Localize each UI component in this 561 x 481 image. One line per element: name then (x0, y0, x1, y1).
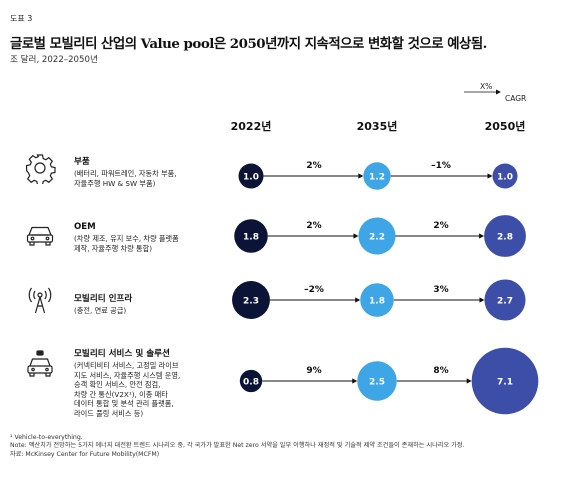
cagr-label-oem-2022: 2% (306, 221, 321, 231)
cagr-arrowhead-oem-2035 (479, 233, 485, 239)
category-desc-oem: (차량 제조, 유지 보수, 차량 플랫폼 제작, 자율주행 차량 통합) (74, 234, 179, 253)
bubble-value-services-2022: 0.8 (243, 377, 259, 387)
category-desc-line: 차량 간 통신(V2X¹), 이종 매타 (74, 389, 168, 399)
category-desc-parts: (배터리, 파워트레인, 자동차 부품, 자율주행 HW & SW 부품) (74, 169, 176, 188)
cagr-label-services-2035: 8% (433, 366, 448, 376)
category-label-infra: 모빌리티 인프라 (충전, 연료 공급) (74, 292, 132, 316)
cagr-label-infra-2035: 3% (433, 285, 448, 295)
footnote-note: Note: 액산치가 전망하는 5가지 에너지 대전환 트렌드 시나리오 중, … (10, 442, 465, 450)
bubble-oem-2022 (234, 219, 268, 253)
cagr-label-services-2022: 9% (306, 366, 321, 376)
category-row-oem (24, 218, 56, 254)
legend-x-percent: X% (480, 82, 492, 91)
chart-subtitle: 조 달러, 2022–2050년 (10, 55, 98, 65)
bubble-oem-2050 (484, 215, 526, 257)
year-header-2050: 2050년 (484, 120, 526, 133)
bubble-value-infra-2022: 2.3 (243, 296, 259, 306)
category-label-parts: 부품 (배터리, 파워트레인, 자동차 부품, 자율주행 HW & SW 부품) (74, 155, 176, 188)
category-desc-line: 승객 확인 서비스, 안전 점검, (74, 380, 161, 390)
vehicle-service-icon (27, 350, 53, 377)
bubble-value-parts-2050: 1.0 (497, 172, 513, 182)
category-desc-line: (차량 제조, 유지 보수, 차량 플랫폼 (74, 234, 179, 243)
antenna-icon (28, 287, 52, 314)
cagr-arrowhead-services-2035 (466, 378, 472, 384)
cagr-arrowhead-parts-2035 (487, 173, 493, 179)
cagr-arrowhead-parts-2022 (358, 173, 364, 179)
bubble-oem-2035 (358, 217, 396, 255)
footnote-source: 자료: McKinsey Center for Future Mobility(… (10, 450, 160, 458)
footnote-v2x: ¹ Vehicle-to-everything. (10, 434, 83, 441)
cagr-arrowhead-services-2022 (352, 378, 358, 384)
bubble-value-oem-2050: 2.8 (497, 232, 513, 242)
category-title-oem: OEM (74, 222, 96, 232)
cagr-arrowhead-infra-2035 (479, 297, 485, 303)
exhibit-label: 도표 3 (10, 14, 33, 23)
cagr-arrowhead-infra-2022 (355, 297, 361, 303)
category-title-services: 모빌리티 서비스 및 솔루션 (74, 349, 170, 359)
bubble-value-parts-2035: 1.2 (369, 172, 385, 182)
bubble-infra-2035 (360, 283, 394, 317)
category-row-parts (24, 152, 56, 188)
bubble-services-2022 (239, 369, 263, 393)
bubble-infra-2050 (484, 279, 526, 321)
legend-arrow-head (496, 89, 501, 95)
category-desc-line: (커넥티비티 서비스, 고정밀 라이브 (74, 361, 179, 370)
category-desc-line: 제작, 자율주행 차량 통합) (74, 243, 153, 253)
category-row-services (24, 348, 56, 384)
category-title-infra: 모빌리티 인프라 (74, 294, 133, 304)
cagr-label-parts-2035: –1% (431, 161, 451, 171)
cagr-legend: X% CAGR (464, 82, 526, 103)
bubble-parts-2035 (363, 162, 391, 190)
year-header-2035: 2035년 (356, 120, 398, 133)
category-desc-line: 라이드 풀링 서비스 등) (74, 408, 144, 418)
bubble-services-2050 (471, 347, 539, 415)
category-desc-line: 데이터 통합 및 분석 관리 플랫폼, (74, 399, 174, 409)
category-label-services: 모빌리티 서비스 및 솔루션 (커넥티비티 서비스, 고정밀 라이브 지도 서비… (74, 347, 180, 419)
bubble-value-infra-2035: 1.8 (369, 296, 385, 306)
year-header-2022: 2022년 (230, 120, 272, 133)
bubble-parts-2050 (492, 163, 518, 189)
footnotes: ¹ Vehicle-to-everything. Note: 액산치가 전망하는… (10, 434, 465, 459)
bubble-value-oem-2035: 2.2 (369, 232, 385, 242)
cagr-label-oem-2035: 2% (433, 221, 448, 231)
cagr-arrowhead-oem-2022 (353, 233, 359, 239)
car-icon (26, 226, 54, 246)
bubble-value-parts-2022: 1.0 (243, 172, 259, 182)
category-label-oem: OEM (차량 제조, 유지 보수, 차량 플랫폼 제작, 자율주행 차량 통합… (74, 222, 179, 253)
category-row-infra (24, 284, 56, 320)
legend-cagr: CAGR (505, 94, 526, 103)
category-desc-line: 지도 서비스, 자율주행 시스템 운영, (74, 370, 181, 380)
category-desc-line: (배터리, 파워트레인, 자동차 부품, (74, 169, 177, 178)
category-desc-infra: (충전, 연료 공급) (74, 306, 132, 316)
category-desc-line: (충전, 연료 공급) (74, 306, 127, 315)
bubble-parts-2022 (238, 163, 264, 189)
bubble-infra-2022 (232, 281, 270, 319)
bubble-services-2035 (357, 361, 397, 401)
category-desc-line: 자율주행 HW & SW 부품) (74, 178, 156, 188)
cagr-label-infra-2022: –2% (304, 285, 324, 295)
category-title-parts: 부품 (74, 157, 90, 167)
chart-title: 글로벌 모빌리티 산업의 Value pool은 2050년까지 지속적으로 변… (10, 36, 487, 52)
bubble-value-services-2035: 2.5 (369, 377, 385, 387)
cagr-label-parts-2022: 2% (306, 161, 321, 171)
bubble-value-oem-2022: 1.8 (243, 232, 259, 242)
bubble-value-services-2050: 7.1 (497, 377, 513, 387)
category-desc-services: (커넥티비티 서비스, 고정밀 라이브 지도 서비스, 자율주행 시스템 운영,… (74, 361, 180, 419)
bubble-value-infra-2050: 2.7 (497, 296, 513, 306)
